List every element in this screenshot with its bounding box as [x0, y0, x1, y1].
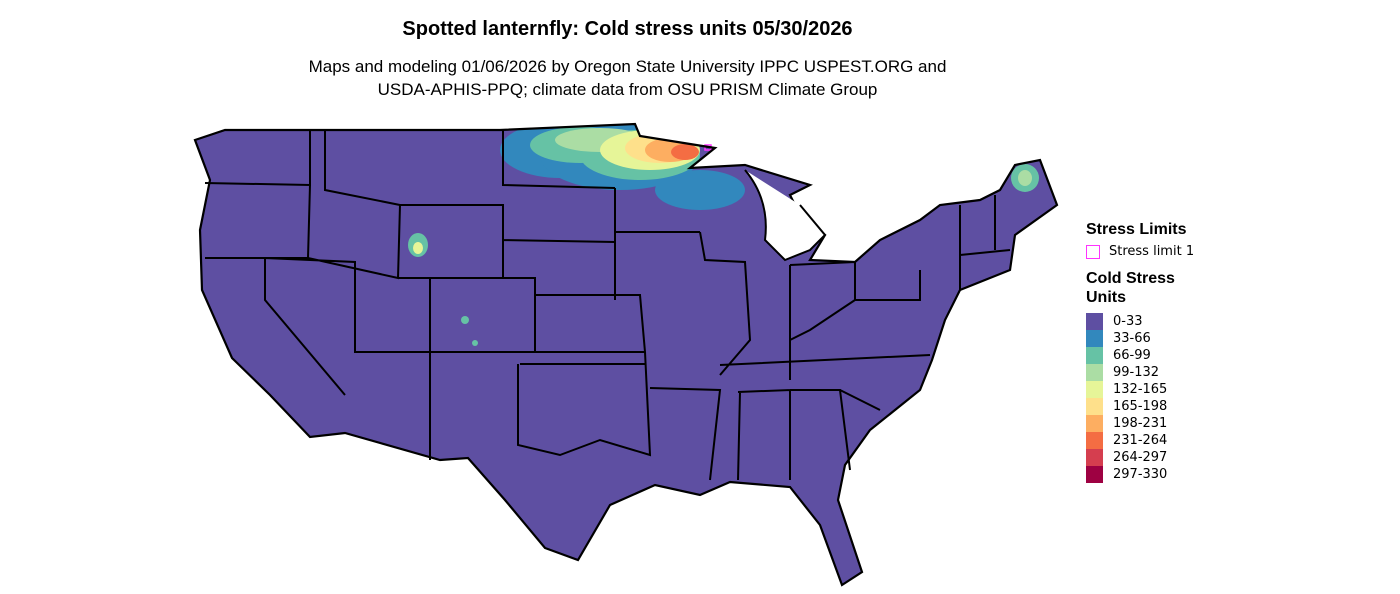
legend-item: 198-231 [1086, 415, 1194, 432]
legend-item: 132-165 [1086, 381, 1194, 398]
cold-stress-units-title: Cold Stress Units [1086, 269, 1194, 307]
lake-michigan [744, 169, 827, 262]
stress-limits-title: Stress Limits [1086, 221, 1187, 238]
state-borders [204, 130, 1011, 481]
legend: Stress Limits Stress limit 1 Cold Stress… [1086, 220, 1194, 483]
legend-swatch [1086, 432, 1103, 449]
legend-label: 165-198 [1113, 399, 1168, 414]
legend-label: 231-264 [1113, 433, 1168, 448]
legend-swatch [1086, 449, 1103, 466]
legend-label: Stress limit 1 [1109, 244, 1195, 259]
legend-swatch [1086, 347, 1103, 364]
legend-label: 297-330 [1113, 467, 1168, 482]
legend-swatch [1086, 381, 1103, 398]
legend-items: 0-33 33-66 66-99 99-132 132-165 165-198 198-23… [1086, 313, 1194, 483]
legend-swatch [1086, 466, 1103, 483]
legend-label: 264-297 [1113, 450, 1168, 465]
legend-item: 0-33 [1086, 313, 1194, 330]
subtitle-line-1: Maps and modeling 01/06/2026 by Oregon S… [308, 57, 947, 76]
subtitle-line-2: USDA-APHIS-PPQ; climate data from OSU PR… [377, 80, 878, 99]
legend-item: 33-66 [1086, 330, 1194, 347]
legend-item-stress-limit-1: Stress limit 1 [1086, 244, 1194, 259]
legend-item: 297-330 [1086, 466, 1194, 483]
cold-stress-hotspots [408, 124, 1039, 346]
legend-swatch [1086, 398, 1103, 415]
legend-swatch [1086, 415, 1103, 432]
legend-label: 99-132 [1113, 365, 1160, 380]
legend-swatch [1086, 313, 1103, 330]
legend-label: 33-66 [1113, 331, 1151, 346]
legend-item: 66-99 [1086, 347, 1194, 364]
legend-swatch [1086, 330, 1103, 347]
stress-limit-swatch [1086, 244, 1100, 259]
legend-label: 132-165 [1113, 382, 1168, 397]
legend-item: 165-198 [1086, 398, 1194, 415]
legend-swatch [1086, 364, 1103, 381]
legend-label: 198-231 [1113, 416, 1168, 431]
units-title-line-1: Cold Stress [1086, 270, 1175, 287]
map-subtitle: Maps and modeling 01/06/2026 by Oregon S… [0, 55, 1255, 101]
legend-item: 99-132 [1086, 364, 1194, 381]
map-title: Spotted lanternfly: Cold stress units 05… [402, 18, 853, 40]
legend-item: 264-297 [1086, 449, 1194, 466]
units-title-line-2: Units [1086, 289, 1126, 306]
legend-label: 66-99 [1113, 348, 1151, 363]
legend-item: 231-264 [1086, 432, 1194, 449]
legend-label: 0-33 [1113, 314, 1143, 329]
